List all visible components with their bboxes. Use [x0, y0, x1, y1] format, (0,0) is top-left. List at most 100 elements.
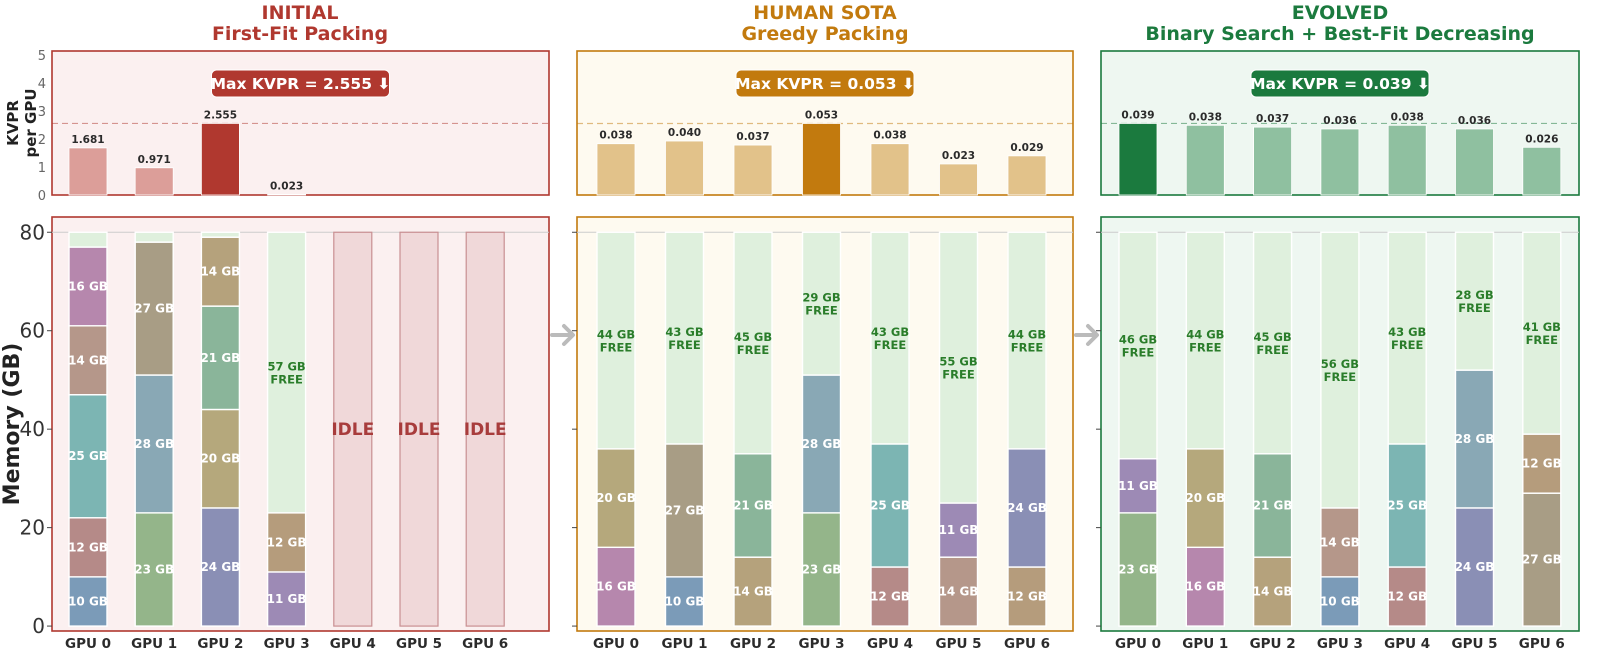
gpu-axis-label: GPU 1 [1182, 636, 1228, 652]
free-memory-segment [801, 231, 842, 376]
kvpr-value-label: 0.039 [1121, 109, 1154, 121]
free-memory-label: 55 GB [939, 355, 977, 369]
model-segment-label: 14 GB [1253, 585, 1293, 599]
gpu-axis-label: GPU 5 [396, 636, 442, 652]
gpu-axis-label: GPU 3 [1317, 636, 1363, 652]
idle-label: IDLE [464, 420, 507, 440]
free-memory-segment [870, 231, 910, 445]
memory-tick-label: 0 [32, 614, 45, 638]
model-segment-label: 14 GB [1320, 535, 1360, 549]
free-memory-segment [1522, 231, 1562, 435]
model-segment [200, 507, 241, 627]
kvpr-tick-label: 0 [38, 189, 46, 204]
kvpr-value-label: 0.037 [736, 131, 769, 143]
model-segment [134, 374, 174, 514]
model-segment-label: 25 GB [1387, 498, 1427, 512]
model-segment-label: 11 GB [939, 523, 979, 537]
panel-evolved-title: EVOLVED [1292, 2, 1388, 24]
model-segment-label: 24 GB [1455, 560, 1495, 574]
free-memory-label: 46 GB [1119, 332, 1157, 346]
kvpr-value-label: 0.038 [873, 130, 906, 142]
model-segment-label: 16 GB [68, 279, 108, 293]
gpu-axis-label: GPU 1 [661, 636, 707, 652]
model-segment-label: 14 GB [200, 265, 240, 279]
kvpr-value-label: 1.681 [71, 134, 104, 146]
max-kvpr-badge [211, 69, 390, 98]
free-memory-segment [1387, 231, 1427, 445]
free-memory-segment [938, 231, 979, 504]
gpu-axis-label: GPU 3 [264, 636, 310, 652]
gpu-axis-label: GPU 2 [1250, 636, 1296, 652]
gpu-stack-1: 23 GB 28 GB 27 GB GPU 1 [131, 231, 177, 652]
free-memory-segment [200, 231, 241, 238]
free-memory-label: 43 GB [1388, 325, 1426, 339]
kvpr-bar [1185, 124, 1225, 196]
max-kvpr-badge [1250, 69, 1430, 98]
free-memory-segment [68, 231, 108, 248]
memory-tick-label: 60 [20, 319, 45, 343]
kvpr-value-label: 0.038 [1391, 111, 1424, 123]
panel-evolved: 0.039 0.038 0.037 0.036 0.038 0.036 0.026 Max K… [1096, 50, 1580, 652]
free-memory-label: 28 GB [1455, 288, 1493, 302]
kvpr-tick-label: 1 [38, 161, 46, 176]
kvpr-value-label: 0.038 [1189, 111, 1222, 123]
free-memory-tag: FREE [1458, 301, 1491, 315]
model-segment [200, 408, 241, 509]
gpu-stack-4: IDLE GPU 4 [330, 231, 376, 652]
panel-human-subtitle: Greedy Packing [741, 23, 908, 45]
model-segment [596, 448, 636, 549]
free-memory-segment [733, 231, 773, 455]
free-memory-label: 45 GB [1253, 330, 1291, 344]
kvpr-tick-label: 4 [38, 77, 46, 92]
model-segment-label: 11 GB [267, 592, 307, 606]
free-memory-label: 44 GB [1008, 328, 1046, 342]
kvpr-tick-label: 3 [38, 105, 46, 120]
model-segment-label: 20 GB [200, 452, 240, 466]
memory-tick-label: 20 [20, 516, 45, 540]
gpu-axis-label: GPU 0 [593, 636, 639, 652]
model-segment-label: 12 GB [1387, 590, 1427, 604]
kvpr-bar [1455, 128, 1494, 196]
right-arrow-head [1086, 324, 1099, 346]
model-segment [1007, 566, 1047, 627]
gpu-stack-5: IDLE GPU 5 [396, 231, 442, 652]
free-memory-tag: FREE [1011, 341, 1044, 355]
model-segment [1185, 448, 1226, 549]
model-segment-label: 28 GB [134, 437, 174, 451]
free-memory-label: 44 GB [1186, 328, 1224, 342]
model-segment [68, 246, 108, 327]
free-memory-tag: FREE [1189, 341, 1222, 355]
kvpr-bar [596, 143, 636, 196]
model-segment-label: 16 GB [596, 580, 636, 594]
model-segment-label: 12 GB [1007, 590, 1047, 604]
memory-tick-label: 80 [20, 220, 45, 244]
model-segment [1454, 507, 1495, 627]
kvpr-bar [733, 144, 773, 196]
model-segment-label: 21 GB [733, 498, 773, 512]
free-memory-segment [1252, 231, 1293, 455]
model-segment-label: 27 GB [665, 503, 705, 517]
kvpr-axis-title-line2: per GPU [22, 88, 40, 157]
free-memory-label: 29 GB [802, 291, 840, 305]
kvpr-value-label: 0.023 [942, 150, 975, 162]
gpu-axis-label: GPU 2 [197, 636, 243, 652]
gpu-axis-label: GPU 4 [867, 636, 913, 652]
free-memory-segment [596, 231, 636, 450]
kvpr-axis-title-line1: KVPR [4, 100, 22, 146]
kvpr-value-label: 0.037 [1256, 113, 1289, 125]
right-arrow-icon [1074, 324, 1099, 346]
kvpr-value-label: 0.038 [599, 130, 632, 142]
model-segment-label: 23 GB [134, 562, 174, 576]
idle-label: IDLE [398, 420, 441, 440]
gpu-axis-label: GPU 0 [65, 636, 111, 652]
right-arrow-head [562, 324, 575, 346]
kvpr-value-label: 0.036 [1458, 115, 1491, 127]
